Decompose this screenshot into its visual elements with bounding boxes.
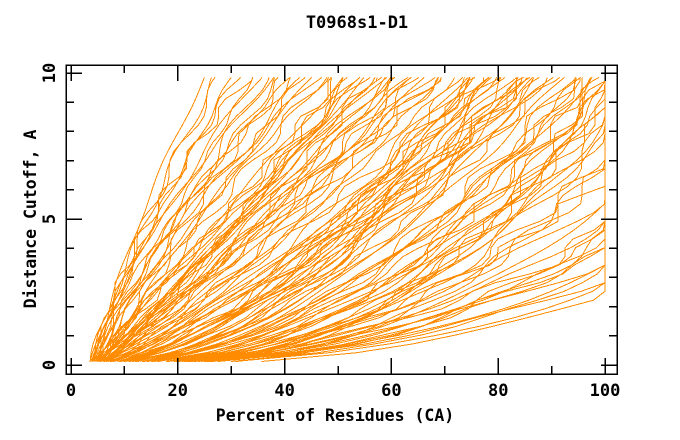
tick-label: 100 [590, 381, 621, 401]
model-curve [143, 77, 490, 362]
model-curve [146, 77, 581, 362]
model-curve [103, 77, 455, 362]
model-curve [99, 77, 394, 362]
model-curve [132, 77, 565, 362]
tick-label: 60 [381, 381, 401, 401]
model-curve [102, 77, 361, 362]
model-curve [198, 77, 606, 362]
model-curve [98, 77, 301, 362]
model-curve [102, 77, 313, 362]
model-curve [165, 77, 577, 362]
chart-title: T0968s1-D1 [306, 13, 408, 33]
model-curve [107, 76, 476, 362]
model-curve [141, 77, 593, 362]
model-curve [137, 77, 465, 362]
model-curve [261, 77, 606, 362]
x-axis-label: Percent of Residues (CA) [216, 406, 454, 425]
tick-label: 0 [66, 381, 76, 401]
model-curve [99, 77, 439, 362]
model-curve [194, 77, 606, 362]
model-curve [110, 76, 524, 362]
model-curve [95, 76, 382, 362]
model-curve [141, 77, 528, 362]
tick-label: 0 [40, 360, 60, 370]
tick-label: 80 [488, 381, 508, 401]
model-curve [189, 77, 606, 362]
curves-layer [89, 76, 606, 362]
model-curve [157, 77, 606, 362]
tick-label: 10 [40, 63, 60, 83]
model-curve [96, 77, 442, 362]
x-ticks-layer [70, 65, 606, 374]
model-curve [178, 77, 606, 362]
model-curve [153, 77, 576, 362]
x-tick-labels: 0 20 40 60 80 100 [66, 381, 620, 401]
model-curve [112, 77, 440, 362]
model-curve [112, 77, 442, 362]
model-curve [105, 76, 412, 362]
model-curve [147, 77, 593, 362]
model-curve [102, 77, 386, 362]
model-curve [100, 76, 506, 362]
model-curve [167, 77, 583, 362]
y-tick-labels: 0 5 10 [40, 63, 60, 370]
model-curve [89, 77, 275, 362]
y-axis-label: Distance Cutoff, A [21, 130, 40, 309]
model-curve [97, 77, 425, 362]
model-curve [92, 77, 323, 362]
model-curve [106, 77, 365, 362]
model-curve [100, 77, 333, 362]
tick-label: 20 [168, 381, 188, 401]
model-curve [123, 76, 530, 362]
model-curve [118, 77, 485, 362]
model-curve [104, 77, 534, 362]
model-curve [142, 77, 492, 362]
model-curve [128, 77, 463, 362]
model-curve [120, 77, 469, 362]
model-curve [135, 77, 561, 362]
tick-label: 40 [274, 381, 294, 401]
model-curve [120, 76, 524, 362]
model-curve [151, 77, 535, 362]
model-curve [119, 77, 474, 362]
y-ticks-layer [66, 72, 617, 366]
model-curve [110, 77, 498, 362]
model-curve [94, 76, 371, 362]
tick-label: 5 [40, 214, 60, 224]
model-curve [123, 77, 502, 362]
model-curve [92, 77, 328, 362]
model-curve [98, 77, 216, 362]
model-curve [102, 77, 291, 362]
